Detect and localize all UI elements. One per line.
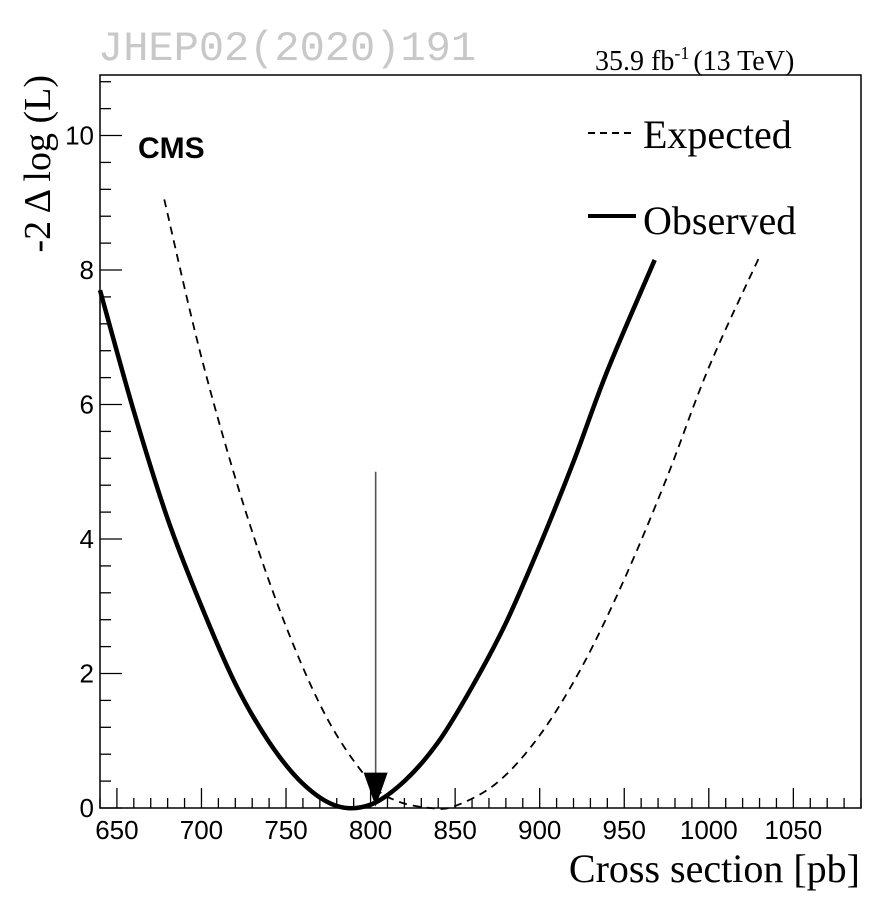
luminosity-exponent: -1 <box>674 43 689 63</box>
x-axis-title: Cross section [pb] <box>569 846 860 891</box>
x-tick-label: 650 <box>95 815 138 845</box>
x-tick-label: 700 <box>180 815 223 845</box>
x-tick-label: 850 <box>433 815 476 845</box>
y-tick-label: 8 <box>80 255 94 285</box>
series-line-observed <box>97 259 657 811</box>
y-tick-label: 2 <box>80 659 94 689</box>
x-tick-label: 750 <box>264 815 307 845</box>
x-tick-label: 1000 <box>680 815 738 845</box>
y-tick-label: 0 <box>80 793 94 823</box>
arrow-head <box>363 772 388 807</box>
y-tick-label: 6 <box>80 390 94 420</box>
y-tick-label: 10 <box>65 121 94 151</box>
series-group <box>97 199 761 811</box>
y-tick-label: 4 <box>80 524 94 554</box>
x-tick-label: 1050 <box>764 815 822 845</box>
x-axis-ticks: 650 700 750 800 850 900 950 1000 1050 <box>95 788 862 845</box>
y-axis-title: -2 Δ log (L) <box>17 75 59 252</box>
experiment-label: CMS <box>138 132 205 165</box>
watermark-text: JHEP02(2020)191 <box>98 25 476 73</box>
plot-frame <box>99 74 862 809</box>
legend-observed-label: Observed <box>643 198 796 243</box>
annotation-group <box>363 471 388 807</box>
y-axis-ticks: 0 2 4 6 8 10 <box>65 81 122 823</box>
luminosity-energy: (13 TeV) <box>693 46 794 77</box>
legend-expected-label: Expected <box>643 112 792 157</box>
x-tick-label: 950 <box>603 815 646 845</box>
series-line-expected <box>163 199 761 810</box>
x-tick-label: 800 <box>349 815 392 845</box>
luminosity-label: 35.9 fb-1 (13 TeV) <box>595 43 794 77</box>
x-tick-label: 900 <box>518 815 561 845</box>
luminosity-value: 35.9 fb <box>595 46 674 77</box>
legend: Expected Observed <box>588 112 796 243</box>
